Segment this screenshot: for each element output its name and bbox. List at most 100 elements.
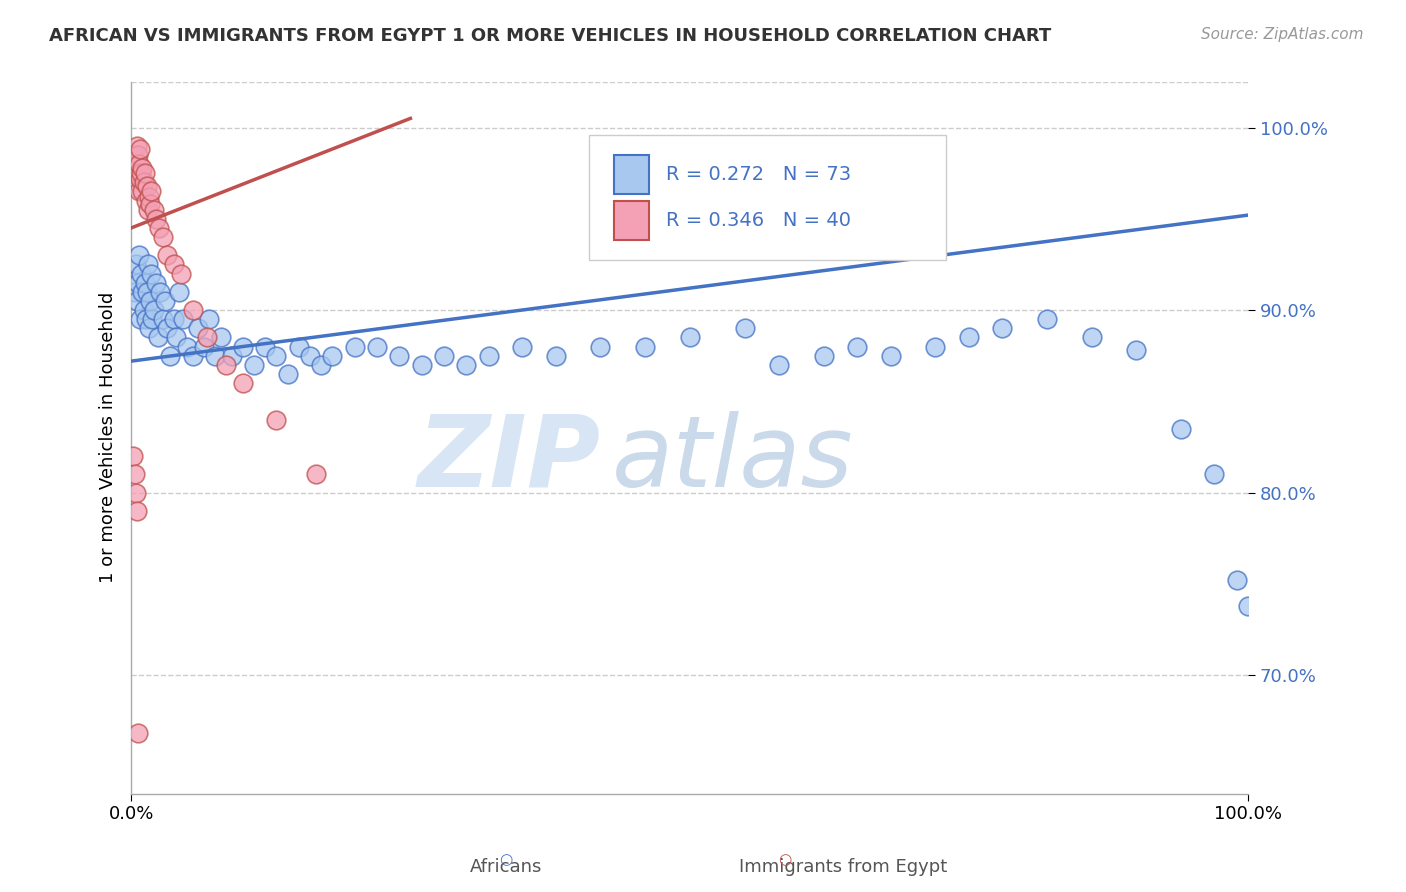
Point [125, 504, 148, 518]
Point [1204, 467, 1226, 482]
Point [124, 166, 146, 180]
Point [165, 330, 187, 344]
Text: ○: ○ [778, 853, 792, 867]
Point [321, 349, 343, 363]
Point [132, 175, 155, 189]
Point [1226, 573, 1249, 587]
Point [131, 285, 153, 299]
Point [129, 171, 152, 186]
Point [879, 349, 901, 363]
Point [156, 321, 179, 335]
Point [411, 358, 433, 372]
Point [128, 248, 150, 262]
Bar [613, 201, 650, 240]
Point [634, 339, 657, 353]
Point [125, 157, 148, 171]
Point [388, 349, 411, 363]
Point [141, 185, 163, 199]
Point [198, 312, 221, 326]
Point [734, 321, 756, 335]
Point [124, 285, 146, 299]
Point [544, 349, 567, 363]
Point [172, 312, 194, 326]
Point [169, 285, 191, 299]
Point [924, 339, 946, 353]
Point [135, 194, 157, 208]
Point [138, 190, 160, 204]
Point [1125, 343, 1147, 358]
FancyBboxPatch shape [589, 136, 946, 260]
Text: R = 0.272   N = 73: R = 0.272 N = 73 [666, 165, 851, 185]
Point [148, 220, 170, 235]
Point [209, 330, 232, 344]
Text: R = 0.346   N = 40: R = 0.346 N = 40 [666, 211, 851, 230]
Point [163, 312, 186, 326]
Point [510, 339, 533, 353]
Point [128, 185, 150, 199]
Point [131, 161, 153, 175]
Point [135, 285, 157, 299]
Point [135, 178, 157, 193]
Point [132, 303, 155, 318]
Point [125, 257, 148, 271]
Point [254, 339, 277, 353]
Point [127, 726, 149, 740]
Point [146, 330, 169, 344]
Point [156, 248, 179, 262]
Point [127, 276, 149, 290]
Point [134, 166, 156, 180]
Point [221, 349, 243, 363]
Point [170, 267, 193, 281]
Point [298, 349, 321, 363]
Point [1036, 312, 1059, 326]
Point [266, 412, 288, 426]
Point [1237, 599, 1260, 613]
Point [678, 330, 700, 344]
Point [128, 157, 150, 171]
Text: AFRICAN VS IMMIGRANTS FROM EGYPT 1 OR MORE VEHICLES IN HOUSEHOLD CORRELATION CHA: AFRICAN VS IMMIGRANTS FROM EGYPT 1 OR MO… [49, 27, 1052, 45]
Point [138, 321, 160, 335]
Point [122, 148, 145, 162]
Point [589, 339, 612, 353]
Point [129, 143, 152, 157]
Point [125, 138, 148, 153]
Point [125, 485, 148, 500]
Point [991, 321, 1014, 335]
Point [277, 367, 299, 381]
Point [366, 339, 388, 353]
Text: Africans: Africans [470, 858, 543, 876]
Text: ZIP: ZIP [418, 410, 600, 508]
Point [266, 349, 288, 363]
Point [1080, 330, 1102, 344]
Point [129, 267, 152, 281]
Point [152, 230, 174, 244]
Point [153, 293, 176, 308]
Point [846, 339, 869, 353]
Bar [613, 155, 650, 194]
Point [122, 449, 145, 463]
Point [195, 330, 218, 344]
Y-axis label: 1 or more Vehicles in Household: 1 or more Vehicles in Household [100, 293, 117, 583]
Text: Immigrants from Egypt: Immigrants from Egypt [740, 858, 948, 876]
Point [136, 202, 159, 217]
Point [139, 293, 162, 308]
Point [478, 349, 501, 363]
Point [141, 312, 163, 326]
Point [215, 358, 238, 372]
Point [204, 349, 226, 363]
Point [149, 285, 172, 299]
Point [433, 349, 456, 363]
Point [181, 349, 204, 363]
Point [125, 175, 148, 189]
Point [125, 293, 148, 308]
Text: atlas: atlas [612, 410, 853, 508]
Point [142, 202, 165, 217]
Point [124, 467, 146, 482]
Point [134, 276, 156, 290]
Point [768, 358, 790, 372]
Point [1170, 422, 1192, 436]
Point [145, 211, 167, 226]
Point [193, 339, 215, 353]
Point [127, 148, 149, 162]
Point [163, 257, 186, 271]
